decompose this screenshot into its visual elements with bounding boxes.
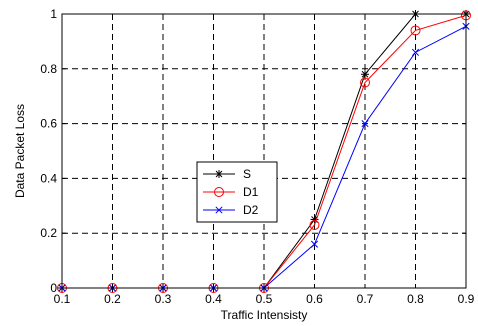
legend-label-S: S [243, 167, 251, 181]
data-point-D1 [410, 25, 421, 36]
x-tick-label: 0.1 [54, 292, 71, 306]
data-point-D2 [310, 240, 319, 248]
legend-marker-D2 [215, 206, 223, 214]
x-tick-label: 0.4 [205, 292, 222, 306]
x-tick-label: 0.6 [306, 292, 323, 306]
legend: S D1 D2 [196, 161, 278, 223]
y-tick-label: 0.8 [40, 62, 57, 76]
x-axis-label: Traffic Intensisty [221, 308, 308, 322]
legend-label-D1: D1 [243, 185, 259, 199]
x-tick-label: 0.5 [256, 292, 273, 306]
data-point-D1 [309, 219, 320, 230]
data-point-D2 [411, 48, 420, 56]
x-tick-label: 0.9 [458, 292, 475, 306]
x-tick-label: 0.8 [407, 292, 424, 306]
data-point-S [361, 70, 369, 79]
y-tick-label: 0.6 [40, 117, 57, 131]
x-tick-label: 0.3 [155, 292, 172, 306]
y-tick-label: 0.4 [40, 171, 57, 185]
data-point-D2 [361, 120, 369, 128]
legend-marker-S [215, 170, 223, 178]
legend-label-D2: D2 [243, 203, 259, 217]
x-tick-label: 0.2 [104, 292, 121, 306]
data-point-D1 [360, 77, 370, 88]
y-tick-label: 0 [50, 281, 57, 295]
data-point-S [310, 215, 319, 224]
axis-ticks: 0.1 0.2 0.3 0.4 0.5 0.6 0.7 0.8 0.9 0 0.2 0.4 0.6 0.8… [40, 7, 474, 306]
y-tick-label: 1 [50, 7, 57, 21]
y-axis-label: Data Packet Loss [13, 104, 27, 198]
legend-marker-D1 [214, 187, 224, 197]
x-tick-label: 0.7 [357, 292, 374, 306]
y-tick-label: 0.2 [40, 226, 57, 240]
